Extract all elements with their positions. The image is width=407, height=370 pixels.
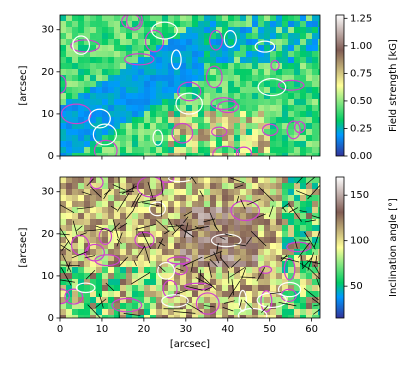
colorbar-tick-label: 50 xyxy=(350,281,363,292)
x-axis-label: [arcsec] xyxy=(170,339,210,350)
y-tick-label: 10 xyxy=(41,109,54,120)
x-tick-label: 40 xyxy=(221,324,234,335)
y-tick-label: 0 xyxy=(48,313,54,324)
colorbar-tick-label: 1.00 xyxy=(350,41,372,52)
x-tick-label: 0 xyxy=(57,324,63,335)
x-tick-label: 60 xyxy=(305,324,318,335)
y-tick-label: 30 xyxy=(41,25,54,36)
colorbar-label: Inclination angle [°] xyxy=(388,198,399,297)
x-tick-label: 50 xyxy=(263,324,276,335)
heatmap-image xyxy=(54,11,324,163)
x-tick-label: 20 xyxy=(138,324,151,335)
colorbar-tick-label: 1.25 xyxy=(350,13,372,24)
heatmap-image xyxy=(51,170,327,323)
y-tick-label: 0 xyxy=(48,151,54,162)
colorbar-tick-label: 150 xyxy=(350,190,369,201)
colorbar-label: Field strength [kG] xyxy=(388,39,399,132)
colorbar-tick-label: 0.00 xyxy=(350,151,372,162)
y-tick-label: 30 xyxy=(41,187,54,198)
colorbar-tick-label: 0.25 xyxy=(350,123,372,134)
y-axis-label: [arcsec] xyxy=(18,227,29,267)
y-axis-label: [arcsec] xyxy=(18,65,29,105)
y-tick-label: 20 xyxy=(41,67,54,78)
y-tick-label: 10 xyxy=(41,271,54,282)
colorbar xyxy=(336,15,344,156)
colorbar-tick-label: 0.50 xyxy=(350,96,372,107)
y-tick-label: 20 xyxy=(41,229,54,240)
colorbar xyxy=(336,177,344,318)
x-tick-label: 30 xyxy=(179,324,192,335)
colorbar-tick-label: 100 xyxy=(350,236,369,247)
x-tick-label: 10 xyxy=(96,324,109,335)
colorbar-tick-label: 0.75 xyxy=(350,68,372,79)
